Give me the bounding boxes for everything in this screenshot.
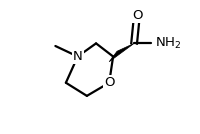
Text: O: O [104, 76, 114, 89]
Polygon shape [109, 43, 134, 62]
Text: N: N [73, 50, 83, 63]
Text: O: O [132, 9, 143, 22]
Text: NH$_2$: NH$_2$ [155, 36, 182, 51]
